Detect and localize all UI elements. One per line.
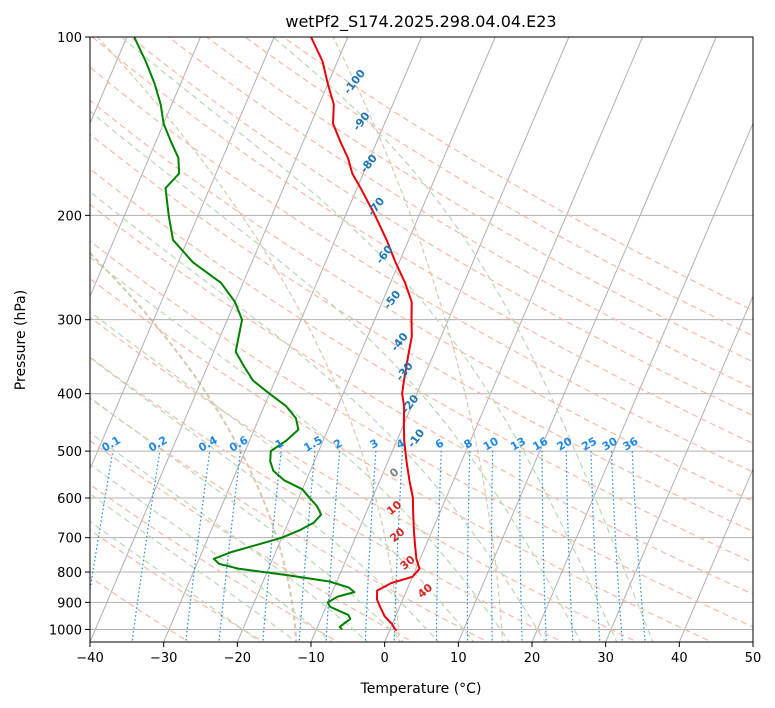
dry-adiabat-line <box>90 240 753 628</box>
moist-adiabat-line <box>90 256 511 642</box>
isotherm-line <box>90 37 201 298</box>
mixing-ratio-line <box>541 451 547 642</box>
moist-adiabat-line <box>90 520 262 642</box>
y-tick-label: 900 <box>57 596 82 611</box>
x-tick-label: 30 <box>597 651 614 666</box>
dry-adiabat-line <box>90 439 415 642</box>
moist-adiabat-line <box>90 431 369 642</box>
dry-adiabat-line <box>90 356 564 642</box>
dry-adiabat-line <box>90 316 639 642</box>
x-tick-label: 10 <box>450 651 467 666</box>
dry-adiabat-line <box>90 203 753 595</box>
mixing-ratio-line <box>519 451 523 642</box>
dry-adiabat-line <box>90 483 340 642</box>
mixing-ratio-line <box>466 451 471 642</box>
plot-area: 0.1 0.2 0.4 0.6 1 1.5 2 3 4 6 8 10 13 16 20 25 30 36-100-… <box>90 37 753 642</box>
y-axis-label: Pressure (hPa) <box>13 290 29 390</box>
y-tick-label: 1000 <box>49 623 82 638</box>
dewpoint-profile-line <box>133 37 356 631</box>
dry-adiabat-line <box>90 133 753 533</box>
mixing-ratio-lines <box>90 450 646 642</box>
x-axis: −40 −30 −20 −10 0 10 20 30 40 50 <box>76 642 761 666</box>
moist-adiabat-line <box>90 310 475 642</box>
chart-title: wetPf2_S174.2025.298.04.04.E23 <box>285 12 556 32</box>
dry-adiabat-line <box>206 37 753 363</box>
isotherm-line <box>678 467 753 642</box>
dry-adiabat-line <box>90 168 753 564</box>
x-tick-label: −10 <box>297 651 324 666</box>
dry-adiabat-line <box>90 397 489 642</box>
x-tick-label: 40 <box>671 651 688 666</box>
x-tick-label: 0 <box>381 651 389 666</box>
x-tick-label: −40 <box>76 651 103 666</box>
y-tick-label: 300 <box>57 314 82 329</box>
moist-adiabat-lines <box>90 37 654 642</box>
mixing-ratio-line <box>590 451 601 642</box>
x-tick-label: −30 <box>150 651 177 666</box>
moist-adiabat-line <box>90 493 298 642</box>
y-tick-label: 400 <box>57 388 82 403</box>
isotherm-line <box>90 37 349 642</box>
dry-adiabat-line <box>90 529 265 642</box>
mixing-ratio-line <box>393 451 404 642</box>
moist-adiabat-line <box>90 463 334 642</box>
y-tick-label: 800 <box>57 566 82 581</box>
moist-adiabat-line <box>90 396 404 642</box>
moist-adiabat-line <box>90 356 440 642</box>
moist-adiabat-line <box>272 37 654 642</box>
x-tick-label: 50 <box>745 651 762 666</box>
dry-adiabat-line <box>244 37 753 337</box>
sounding-profiles <box>133 37 421 632</box>
isotherm-line <box>457 37 717 642</box>
y-tick-label: 600 <box>57 492 82 507</box>
mixing-ratio-line <box>490 451 494 642</box>
isotherm-lines <box>90 37 753 642</box>
y-tick-label: 200 <box>57 209 82 224</box>
x-tick-label: −20 <box>224 651 251 666</box>
dry-adiabat-lines <box>90 37 753 642</box>
isotherm-line <box>236 37 496 642</box>
dry-adiabat-line <box>90 66 753 473</box>
x-axis-label: Temperature (°C) <box>360 681 482 697</box>
isotherm-line <box>90 37 275 471</box>
dry-adiabat-line <box>91 37 753 445</box>
y-tick-label: 100 <box>57 31 82 46</box>
isotherm-line <box>605 295 753 642</box>
y-axis: 100 200 300 400 500 600 700 800 900 1000 <box>49 31 90 638</box>
mixing-ratio-line <box>364 451 377 642</box>
isotherm-line <box>384 37 643 642</box>
plot-frame <box>89 36 754 643</box>
mixing-ratio-line <box>435 451 442 642</box>
y-tick-label: 500 <box>57 445 82 460</box>
y-tick-label: 700 <box>57 532 82 547</box>
x-tick-label: 20 <box>524 651 541 666</box>
temperature-profile-line <box>310 37 421 632</box>
isotherm-line <box>163 37 422 642</box>
mixing-ratio-line <box>565 451 574 642</box>
moist-adiabat-line <box>120 37 618 642</box>
